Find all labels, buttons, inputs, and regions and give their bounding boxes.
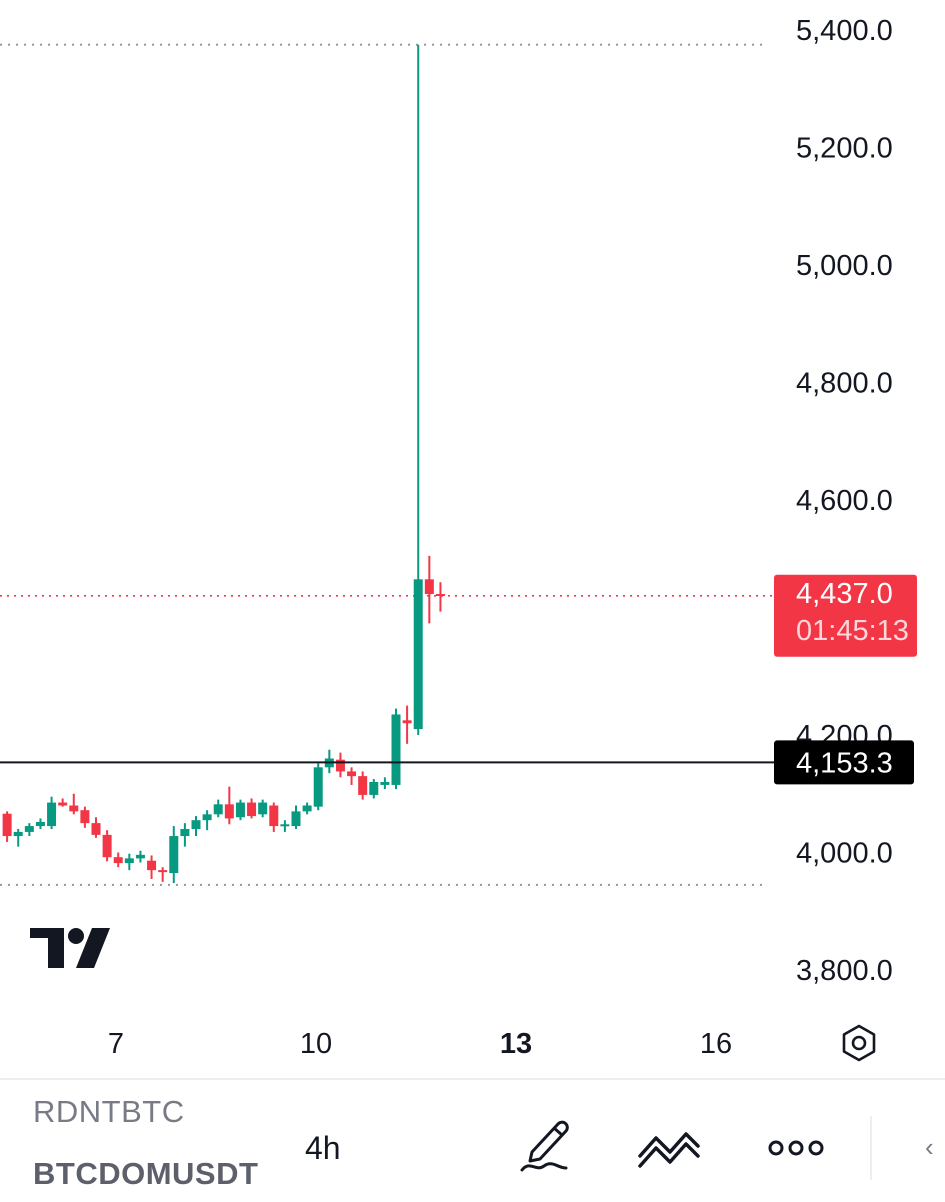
candle (247, 798, 257, 819)
price-axis[interactable]: 5,400.05,200.05,000.04,800.04,600.04,200… (796, 15, 893, 987)
candle (35, 818, 45, 829)
candle (269, 802, 279, 832)
candle (135, 850, 145, 863)
candle (258, 799, 268, 818)
candle (69, 793, 79, 815)
last-price-label: 4,437.0 (796, 578, 893, 610)
candle (102, 830, 112, 862)
last-price-badge: 4,437.0 01:45:13 (774, 574, 917, 657)
x-tick-label: 13 (500, 1028, 532, 1060)
candle (169, 826, 179, 884)
y-tick-label: 3,800.0 (796, 955, 893, 987)
candle (335, 752, 345, 778)
candle (369, 779, 379, 799)
candle (302, 802, 312, 815)
candle (235, 799, 245, 821)
pencil-icon[interactable] (518, 1116, 572, 1174)
y-tick-label: 5,400.0 (796, 15, 893, 47)
candle (13, 829, 23, 847)
bottom-toolbar: RDNTBTC BTCDOMUSDT 4h ‹ (0, 1078, 945, 1202)
y-tick-label: 4,800.0 (796, 368, 893, 400)
x-tick-label: 10 (300, 1028, 332, 1060)
candle (402, 705, 412, 744)
chevron-left-icon[interactable]: ‹ (925, 1132, 934, 1162)
y-tick-label: 4,000.0 (796, 838, 893, 870)
x-tick-label: 16 (700, 1028, 732, 1060)
candle (2, 811, 12, 842)
y-tick-label: 5,000.0 (796, 250, 893, 282)
candles-layer (2, 44, 445, 884)
candle (47, 796, 57, 829)
time-axis[interactable]: 7 10 13 16 (108, 1028, 732, 1060)
candle (224, 786, 234, 825)
candle (158, 867, 168, 882)
candle (213, 799, 223, 818)
symbol-tab-btcdomusdt[interactable]: BTCDOMUSDT (33, 1156, 259, 1191)
candle (358, 771, 368, 800)
bar-countdown-label: 01:45:13 (796, 615, 909, 647)
crosshair-price-label: 4,153.3 (796, 747, 893, 779)
candle (435, 582, 445, 612)
indicators-icon[interactable] (636, 1116, 702, 1174)
candle (24, 823, 34, 837)
candle (202, 810, 212, 831)
candle (413, 44, 423, 735)
candle (147, 855, 157, 879)
crosshair-price-badge: 4,153.3 (774, 740, 914, 785)
candle (80, 806, 90, 828)
candle (291, 805, 301, 829)
candle (280, 820, 290, 832)
x-tick-label: 7 (108, 1028, 124, 1060)
interval-button[interactable]: 4h (305, 1130, 341, 1166)
candle (113, 852, 123, 868)
candle (180, 823, 190, 847)
chart-area[interactable]: 5,400.05,200.05,000.04,800.04,600.04,200… (0, 0, 945, 1078)
y-tick-label: 5,200.0 (796, 133, 893, 165)
hexagon-settings-icon[interactable] (842, 1024, 876, 1062)
y-tick-label: 4,600.0 (796, 485, 893, 517)
candle (347, 767, 357, 785)
candle (424, 555, 434, 624)
candle (380, 777, 390, 790)
candle (191, 816, 201, 837)
more-icon[interactable] (766, 1116, 826, 1174)
candle (58, 798, 68, 807)
tradingview-logo-icon[interactable] (30, 928, 110, 968)
toolbar-divider (870, 1116, 872, 1180)
candle (91, 817, 101, 838)
symbol-tab-rdntbtc[interactable]: RDNTBTC (33, 1094, 185, 1129)
candle (391, 708, 401, 790)
candle (313, 763, 323, 811)
candle (124, 853, 134, 871)
